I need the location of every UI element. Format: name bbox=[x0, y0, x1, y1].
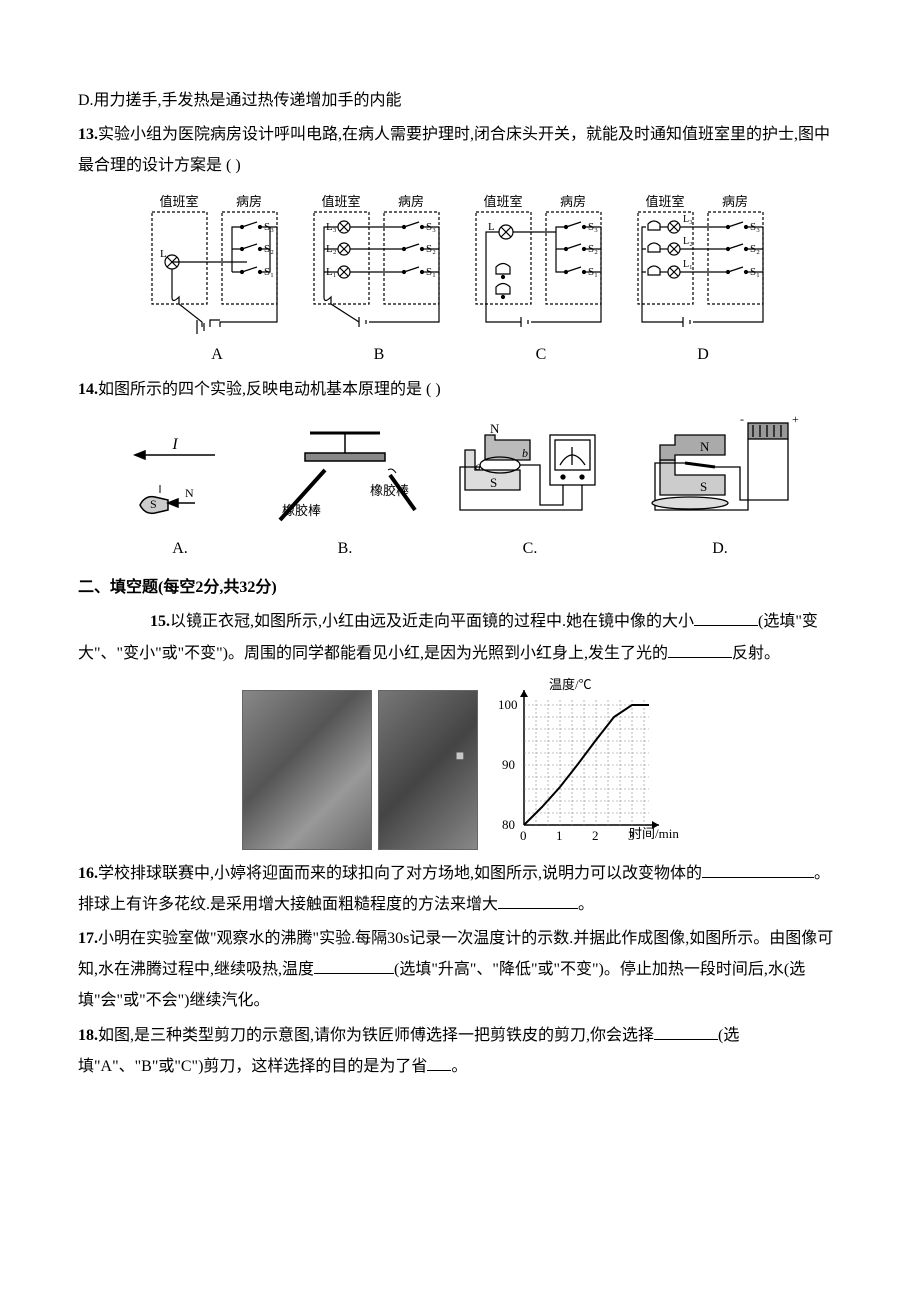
q18-text-a: 如图,是三种类型剪刀的示意图,请你为铁匠师傅选择一把剪铁皮的剪刀,你会选择 bbox=[98, 1027, 654, 1044]
circuit-c-label: C bbox=[536, 339, 547, 370]
svg-text:S: S bbox=[490, 475, 497, 490]
svg-text:3: 3 bbox=[628, 828, 635, 843]
circuit-d-svg: 值班室 病房 L₃ L₂ L₁ S₃ S₂ S₁ bbox=[628, 192, 778, 337]
experiment-figures-row: I S N A. 橡胶棒 橡胶棒 B. bbox=[78, 415, 842, 564]
experiment-d-svg: - + N S bbox=[640, 415, 800, 530]
circuit-option-c: 值班室 病房 L S₃ S₂ S₁ C bbox=[466, 192, 616, 370]
svg-text:80: 80 bbox=[502, 817, 515, 832]
q14-number: 14. bbox=[78, 381, 98, 398]
svg-text:-: - bbox=[740, 415, 744, 426]
q18-number: 18. bbox=[78, 1027, 98, 1044]
svg-text:病房: 病房 bbox=[560, 194, 586, 209]
svg-text:S: S bbox=[700, 479, 707, 494]
q18-blank-1 bbox=[654, 1024, 718, 1040]
experiment-d-label: D. bbox=[712, 533, 728, 564]
circuit-d-label: D bbox=[697, 339, 709, 370]
circuit-diagrams-row: 值班室 病房 L S₃ S₂ S₁ A bbox=[78, 192, 842, 370]
svg-text:病房: 病房 bbox=[722, 194, 748, 209]
q15-blank-2 bbox=[668, 642, 732, 658]
q15-text-c: 反射。 bbox=[732, 645, 780, 662]
circuit-b-svg: 值班室 病房 L₃ L₂ L₁ S₃ S₂ S₁ bbox=[304, 192, 454, 337]
svg-text:L: L bbox=[160, 248, 167, 260]
q14-text: 如图所示的四个实验,反映电动机基本原理的是 ( ) bbox=[98, 381, 441, 398]
circuit-b-label: B bbox=[374, 339, 385, 370]
svg-text:+: + bbox=[792, 415, 799, 426]
svg-text:时间/min: 时间/min bbox=[629, 826, 679, 841]
svg-text:N: N bbox=[490, 421, 500, 436]
experiment-c-label: C. bbox=[523, 533, 538, 564]
mirror-photo bbox=[242, 690, 372, 850]
svg-text:L₃: L₃ bbox=[683, 214, 693, 225]
svg-text:a: a bbox=[475, 459, 481, 473]
q16-blank-1 bbox=[702, 862, 814, 878]
svg-text:病房: 病房 bbox=[236, 194, 262, 209]
circuit-option-a: 值班室 病房 L S₃ S₂ S₁ A bbox=[142, 192, 292, 370]
circuit-option-b: 值班室 病房 L₃ L₂ L₁ S₃ S₂ S₁ bbox=[304, 192, 454, 370]
experiment-d: - + N S D. bbox=[640, 415, 800, 564]
svg-text:b: b bbox=[522, 446, 528, 460]
svg-text:2: 2 bbox=[592, 828, 599, 843]
svg-text:值班室: 值班室 bbox=[321, 194, 360, 209]
question-15-line1: 15.以镜正衣冠,如图所示,小红由远及近走向平面镜的过程中.她在镜中像的大小(选… bbox=[78, 606, 842, 668]
svg-text:I: I bbox=[171, 436, 178, 453]
svg-text:L₁: L₁ bbox=[683, 259, 693, 270]
svg-text:0: 0 bbox=[520, 828, 527, 843]
svg-text:值班室: 值班室 bbox=[159, 194, 198, 209]
experiment-a-svg: I S N bbox=[120, 435, 240, 530]
temperature-chart: 温度/℃ 时间/min 80 90 100 0 1 2 3 bbox=[484, 675, 679, 850]
svg-text:值班室: 值班室 bbox=[483, 194, 522, 209]
circuit-a-label: A bbox=[211, 339, 223, 370]
svg-text:N: N bbox=[700, 439, 710, 454]
svg-text:温度/℃: 温度/℃ bbox=[549, 677, 592, 692]
question-14: 14.如图所示的四个实验,反映电动机基本原理的是 ( ) bbox=[78, 374, 842, 405]
experiment-c: N S a b C. bbox=[450, 415, 610, 564]
svg-text:100: 100 bbox=[498, 697, 518, 712]
q15-text-a: 以镜正衣冠,如图所示,小红由远及近走向平面镜的过程中.她在镜中像的大小 bbox=[170, 613, 694, 630]
option-d-text: D.用力搓手,手发热是通过热传递增加手的内能 bbox=[78, 85, 842, 116]
volleyball-photo bbox=[378, 690, 478, 850]
q17-number: 17. bbox=[78, 930, 98, 947]
circuit-a-svg: 值班室 病房 L S₃ S₂ S₁ bbox=[142, 192, 292, 337]
svg-text:90: 90 bbox=[502, 757, 515, 772]
svg-text:L: L bbox=[488, 221, 495, 233]
q16-blank-2 bbox=[498, 893, 578, 909]
svg-text:1: 1 bbox=[556, 828, 563, 843]
circuit-option-d: 值班室 病房 L₃ L₂ L₁ S₃ S₂ S₁ bbox=[628, 192, 778, 370]
svg-text:值班室: 值班室 bbox=[645, 194, 684, 209]
q18-text-c: 。 bbox=[451, 1058, 467, 1075]
experiment-a: I S N A. bbox=[120, 435, 240, 564]
svg-text:橡胶棒: 橡胶棒 bbox=[370, 483, 409, 498]
experiment-b: 橡胶棒 橡胶棒 B. bbox=[270, 425, 420, 564]
q15-blank-1 bbox=[694, 610, 758, 626]
q18-blank-2 bbox=[427, 1055, 451, 1071]
q16-text-c: 。 bbox=[578, 896, 594, 913]
q16-number: 16. bbox=[78, 865, 98, 882]
svg-text:橡胶棒: 橡胶棒 bbox=[282, 503, 321, 518]
svg-text:L₂: L₂ bbox=[683, 236, 693, 247]
q13-text: 实验小组为医院病房设计呼叫电路,在病人需要护理时,闭合床头开关，就能及时通知值班… bbox=[78, 126, 830, 174]
q16-text-a: 学校排球联赛中,小婷将迎面而来的球扣向了对方场地,如图所示,说明力可以改变物体的 bbox=[98, 865, 702, 882]
experiment-b-svg: 橡胶棒 橡胶棒 bbox=[270, 425, 420, 530]
experiment-a-label: A. bbox=[172, 533, 188, 564]
experiment-c-svg: N S a b bbox=[450, 415, 610, 530]
q13-number: 13. bbox=[78, 126, 98, 143]
svg-text:S: S bbox=[150, 497, 157, 511]
figures-row-q15-17: 温度/℃ 时间/min 80 90 100 0 1 2 3 bbox=[78, 675, 842, 850]
svg-text:N: N bbox=[185, 486, 194, 500]
experiment-b-label: B. bbox=[338, 533, 353, 564]
question-13: 13.实验小组为医院病房设计呼叫电路,在病人需要护理时,闭合床头开关，就能及时通… bbox=[78, 119, 842, 181]
svg-text:病房: 病房 bbox=[398, 194, 424, 209]
circuit-c-svg: 值班室 病房 L S₃ S₂ S₁ bbox=[466, 192, 616, 337]
question-18: 18.如图,是三种类型剪刀的示意图,请你为铁匠师傅选择一把剪铁皮的剪刀,你会选择… bbox=[78, 1020, 842, 1082]
q15-number: 15. bbox=[150, 613, 170, 630]
section-2-heading: 二、填空题(每空2分,共32分) bbox=[78, 572, 842, 603]
q17-blank-1 bbox=[314, 958, 394, 974]
question-17: 17.小明在实验室做"观察水的沸腾"实验.每隔30s记录一次温度计的示数.并据此… bbox=[78, 923, 842, 1017]
question-16: 16.学校排球联赛中,小婷将迎面而来的球扣向了对方场地,如图所示,说明力可以改变… bbox=[78, 858, 842, 920]
